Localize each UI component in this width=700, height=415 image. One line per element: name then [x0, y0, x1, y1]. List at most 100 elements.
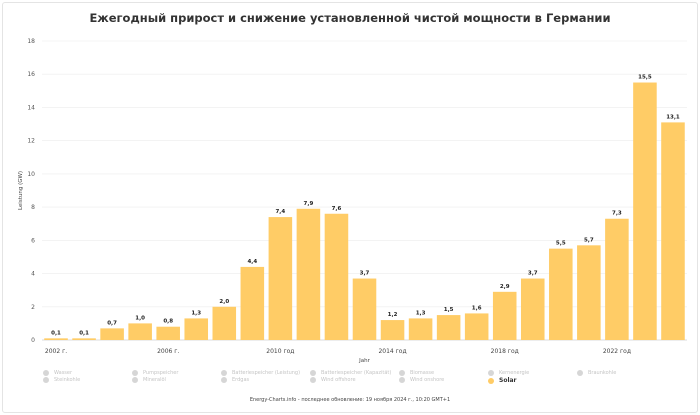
legend-label: Wasser	[54, 370, 73, 376]
bar-2017	[464, 313, 489, 340]
legend-item-kernenergie[interactable]: Kernenergie	[488, 370, 529, 376]
legend-item-steinkohle[interactable]: Steinkohle	[43, 377, 80, 383]
data-label: 1,2	[388, 312, 398, 318]
data-label: 0,7	[107, 320, 117, 326]
y-tick-label: 14	[27, 104, 35, 111]
data-label: 3,7	[528, 271, 538, 277]
y-tick-label: 6	[31, 237, 35, 244]
legend-item-batteriespeicher-leistung[interactable]: Batteriespeicher (Leistung)	[221, 370, 300, 376]
legend-item-erdgas[interactable]: Erdgas	[221, 377, 249, 383]
bar-2002	[44, 338, 68, 340]
legend-label: Steinkohle	[54, 377, 81, 383]
legend-dot-icon	[399, 370, 405, 376]
bar-2005	[128, 323, 152, 340]
footer-source: Energy-Charts.info - последнее обновлени…	[249, 397, 451, 403]
legend-item-braunkohle[interactable]: Braunkohle	[577, 370, 616, 376]
legend-item-mineral-l[interactable]: Mineralöl	[132, 377, 166, 383]
legend-label: Biomasse	[410, 370, 435, 376]
y-tick-label: 10	[27, 171, 35, 178]
data-label: 1,3	[416, 310, 426, 316]
legend-item-wasser[interactable]: Wasser	[43, 370, 72, 376]
data-label: 4,4	[247, 259, 257, 265]
legend-item-pumpspeicher[interactable]: Pumpspeicher	[132, 370, 178, 376]
legend-dot-icon	[132, 370, 138, 376]
legend-dot-icon	[221, 370, 227, 376]
legend-label: Wind onshore	[410, 377, 445, 383]
bar-2020	[549, 248, 573, 340]
data-label: 5,7	[584, 237, 594, 243]
data-label: 13,1	[666, 114, 680, 120]
legend-item-wind-onshore[interactable]: Wind onshore	[399, 377, 444, 383]
legend-item-wind-offshore[interactable]: Wind offshore	[310, 377, 356, 383]
bar-2018	[492, 291, 517, 340]
x-tick-label: 2014 год	[378, 348, 406, 355]
legend-label: Wind offshore	[321, 377, 356, 383]
data-label: 0,8	[163, 319, 173, 325]
legend-label: Erdgas	[232, 377, 250, 383]
bar-2015	[408, 318, 433, 340]
bar-2012	[324, 213, 349, 340]
y-tick-label: 4	[31, 271, 35, 278]
x-tick-label: 2022 год	[603, 348, 631, 355]
bar-2016	[436, 315, 461, 340]
data-label: 2,9	[500, 284, 510, 290]
x-tick-label: 2002 г.	[45, 348, 67, 355]
legend-dot-icon	[221, 377, 227, 383]
data-label: 1,5	[444, 307, 454, 313]
data-label: 1,6	[472, 305, 482, 311]
legend-dot-icon	[43, 377, 49, 383]
data-label: 1,0	[135, 315, 145, 321]
legend-label: Batteriespeicher (Kapazität)	[321, 370, 392, 376]
legend-item-batteriespeicher-kapazit-t[interactable]: Batteriespeicher (Kapazität)	[310, 370, 391, 376]
y-axis-title: Leistung (GW)	[18, 171, 24, 210]
legend-dot-icon	[577, 370, 583, 376]
data-label: 1,3	[191, 310, 201, 316]
data-label: 0,1	[51, 330, 61, 336]
bar-2013	[352, 278, 377, 340]
bar-2011	[296, 208, 321, 340]
bar-chart: 0 2 4 6 8 10 12 14 16 18 Leistung (GW) 0,1 0,1 0,7 1,0…	[18, 38, 687, 364]
bar-2022	[605, 218, 629, 340]
x-tick-label: 2006 г.	[157, 348, 179, 355]
legend-item-solar[interactable]: Solar	[488, 377, 517, 384]
y-tick-label: 0	[31, 337, 35, 344]
legend-label: Braunkohle	[588, 370, 617, 376]
data-label: 7,6	[332, 206, 342, 212]
legend-label: Solar	[499, 377, 517, 384]
bar-2006	[156, 326, 180, 340]
y-tick-label: 12	[27, 138, 35, 145]
legend-dot-icon	[43, 370, 49, 376]
legend-dot-icon	[399, 377, 405, 383]
data-label: 3,7	[360, 271, 370, 277]
legend-label: Kernenergie	[499, 370, 530, 376]
x-axis-title: Jahr	[358, 358, 370, 364]
bar-2023	[633, 82, 657, 341]
legend-dot-icon	[488, 377, 494, 384]
legend-dot-icon	[310, 377, 316, 383]
data-label: 7,9	[304, 201, 314, 207]
data-label: 2,0	[219, 299, 229, 305]
x-tick-label: 2010 год	[266, 348, 294, 355]
bar-2004	[100, 328, 124, 340]
bar-2024	[661, 122, 685, 341]
x-tick-label: 2018 год	[491, 348, 519, 355]
legend-label: Batteriespeicher (Leistung)	[232, 370, 301, 376]
data-label: 7,3	[612, 211, 622, 217]
legend-label: Mineralöl	[143, 377, 166, 383]
data-label: 15,5	[638, 75, 652, 81]
bar-2008	[212, 306, 237, 340]
y-tick-label: 16	[27, 71, 35, 78]
bar-2014	[380, 320, 405, 340]
legend-dot-icon	[132, 377, 138, 383]
y-tick-label: 2	[31, 304, 35, 311]
bar-2009	[240, 266, 265, 340]
legend-item-biomasse[interactable]: Biomasse	[399, 370, 434, 376]
legend-dot-icon	[310, 370, 316, 376]
legend-label: Pumpspeicher	[143, 370, 179, 376]
bar-2019	[520, 278, 545, 340]
data-label: 0,1	[79, 330, 89, 336]
bar-2007	[184, 318, 209, 340]
y-tick-label: 8	[31, 204, 35, 211]
data-label: 7,4	[275, 209, 285, 215]
